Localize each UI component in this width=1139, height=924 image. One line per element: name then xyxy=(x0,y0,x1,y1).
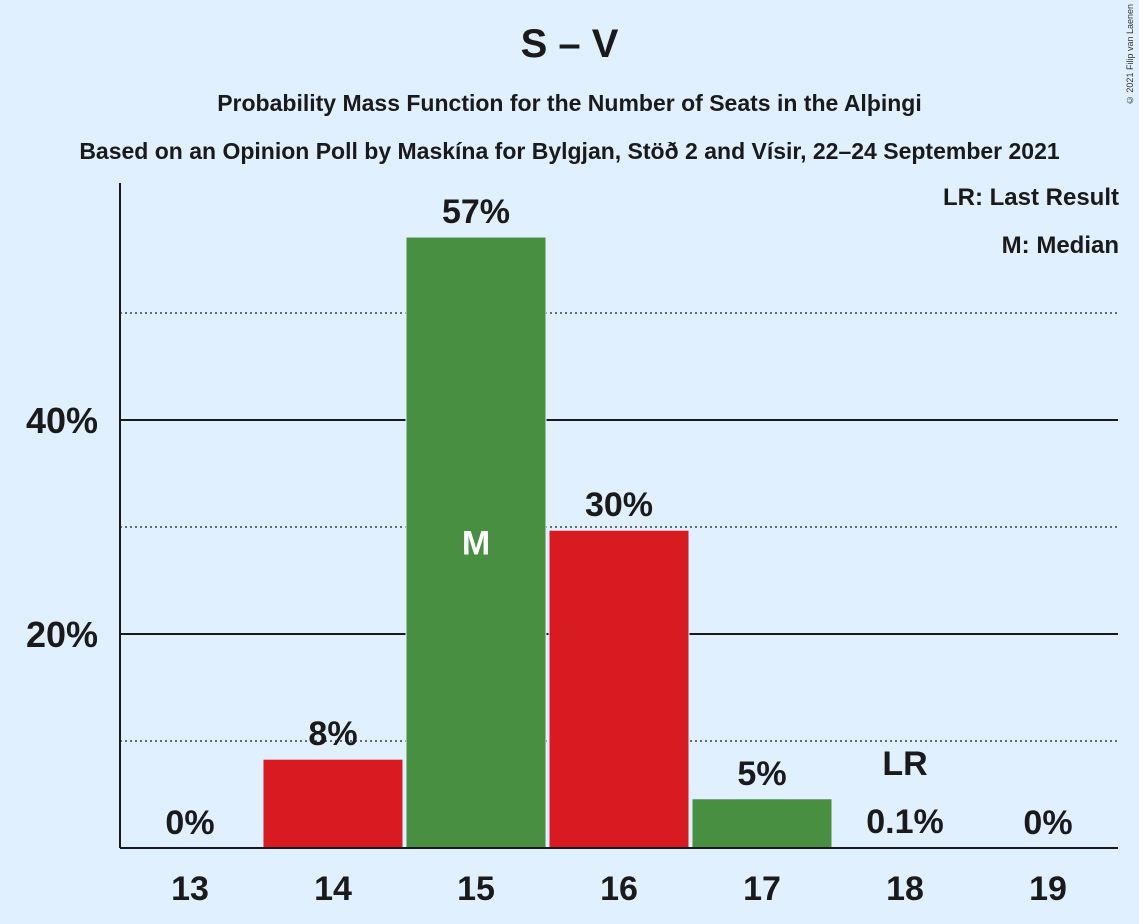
bar xyxy=(405,236,547,849)
bar-value-label: 0% xyxy=(1023,804,1072,842)
chart-source-subtitle: Based on an Opinion Poll by Maskína for … xyxy=(79,138,1060,164)
bar-value-label: 0.1% xyxy=(866,803,944,841)
bar-value-label: 8% xyxy=(308,715,357,753)
legend-median: M: Median xyxy=(1001,232,1119,259)
y-tick-label: 40% xyxy=(26,400,98,441)
bar xyxy=(691,798,833,849)
x-tick-label: 15 xyxy=(457,870,495,908)
chart-title: S – V xyxy=(520,22,619,66)
x-tick-label: 14 xyxy=(314,870,352,908)
bar-value-label: 0% xyxy=(165,804,214,842)
bar xyxy=(548,529,690,849)
x-tick-label: 13 xyxy=(171,870,209,908)
legend-last-result: LR: Last Result xyxy=(942,184,1119,211)
median-marker: M xyxy=(462,525,490,563)
bar-value-label: 30% xyxy=(585,486,653,524)
y-tick-label: 20% xyxy=(26,614,98,655)
x-tick-label: 18 xyxy=(886,870,924,908)
bar-value-label: 5% xyxy=(737,755,786,793)
last-result-marker: LR xyxy=(882,745,927,783)
bar-value-label: 57% xyxy=(442,193,510,231)
x-tick-label: 19 xyxy=(1029,870,1067,908)
x-tick-label: 16 xyxy=(600,870,638,908)
x-tick-label: 17 xyxy=(743,870,781,908)
chart-subtitle: Probability Mass Function for the Number… xyxy=(217,90,922,116)
bar xyxy=(262,758,404,849)
